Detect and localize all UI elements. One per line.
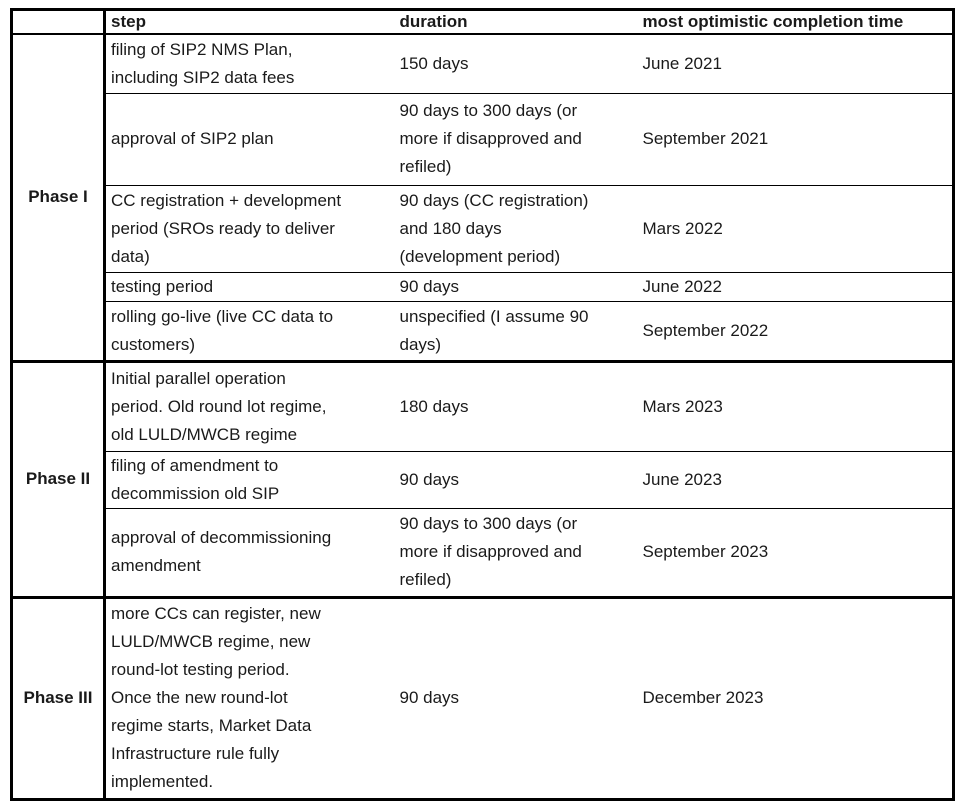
col-header-phase (11, 9, 106, 35)
duration-cell: 90 days (394, 451, 638, 509)
duration-cell: 90 days (394, 272, 638, 302)
completion-cell: September 2022 (637, 301, 954, 363)
table-row: CC registration + development period (SR… (12, 185, 954, 273)
duration-cell: 90 days (CC registration) and 180 days (… (394, 185, 638, 273)
duration-cell: 180 days (394, 361, 638, 452)
completion-cell: June 2021 (637, 34, 954, 94)
phase-label-cell: Phase II (11, 361, 106, 599)
step-cell: Initial parallel operation period. Old r… (104, 361, 395, 452)
step-cell: approval of decommissioning amendment (104, 508, 395, 599)
table-row: filing of amendment to decommission old … (12, 451, 954, 509)
duration-cell: unspecified (I assume 90 days) (394, 301, 638, 363)
completion-cell: December 2023 (637, 597, 954, 801)
timeline-table: step duration most optimistic completion… (10, 8, 955, 801)
table-row: Phase III more CCs can register, new LUL… (11, 597, 954, 801)
step-cell: more CCs can register, new LULD/MWCB reg… (104, 597, 395, 801)
completion-cell: September 2021 (637, 93, 954, 186)
header-row: step duration most optimistic completion… (11, 9, 954, 35)
step-cell: filing of SIP2 NMS Plan, including SIP2 … (104, 34, 395, 94)
table-row: approval of decommissioning amendment 90… (12, 508, 954, 599)
step-cell: filing of amendment to decommission old … (104, 451, 395, 509)
table-row: rolling go-live (live CC data to custome… (12, 301, 954, 363)
table-row: testing period 90 days June 2022 (12, 272, 954, 302)
phase-label-cell: Phase I (11, 34, 106, 363)
completion-cell: Mars 2023 (637, 361, 954, 452)
duration-cell: 90 days to 300 days (or more if disappro… (394, 508, 638, 599)
completion-cell: Mars 2022 (637, 185, 954, 273)
table-row: approval of SIP2 plan 90 days to 300 day… (12, 93, 954, 186)
completion-cell: June 2022 (637, 272, 954, 302)
col-header-step: step (104, 9, 395, 35)
col-header-completion: most optimistic completion time (637, 9, 954, 35)
duration-cell: 90 days to 300 days (or more if disappro… (394, 93, 638, 186)
completion-cell: September 2023 (637, 508, 954, 599)
step-cell: approval of SIP2 plan (104, 93, 395, 186)
table-row: Phase I filing of SIP2 NMS Plan, includi… (11, 34, 954, 363)
duration-cell: 90 days (394, 597, 638, 801)
step-cell: CC registration + development period (SR… (104, 185, 395, 273)
step-cell: testing period (104, 272, 395, 302)
col-header-duration: duration (394, 9, 638, 35)
table-row: Phase II Initial parallel operation peri… (11, 361, 954, 599)
duration-cell: 150 days (394, 34, 638, 94)
step-cell: rolling go-live (live CC data to custome… (104, 301, 395, 363)
phase-label-cell: Phase III (11, 597, 106, 801)
completion-cell: June 2023 (637, 451, 954, 509)
